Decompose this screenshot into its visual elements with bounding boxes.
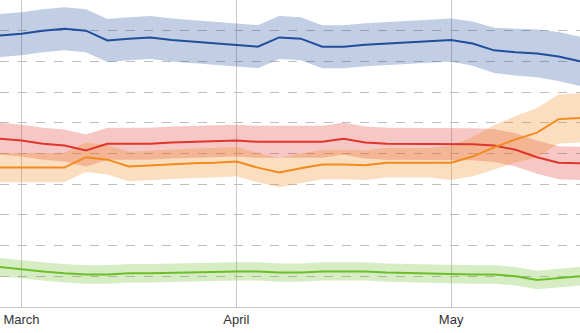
svg-text:April: April xyxy=(223,312,249,327)
svg-text:May: May xyxy=(439,312,464,327)
svg-text:March: March xyxy=(3,312,39,327)
